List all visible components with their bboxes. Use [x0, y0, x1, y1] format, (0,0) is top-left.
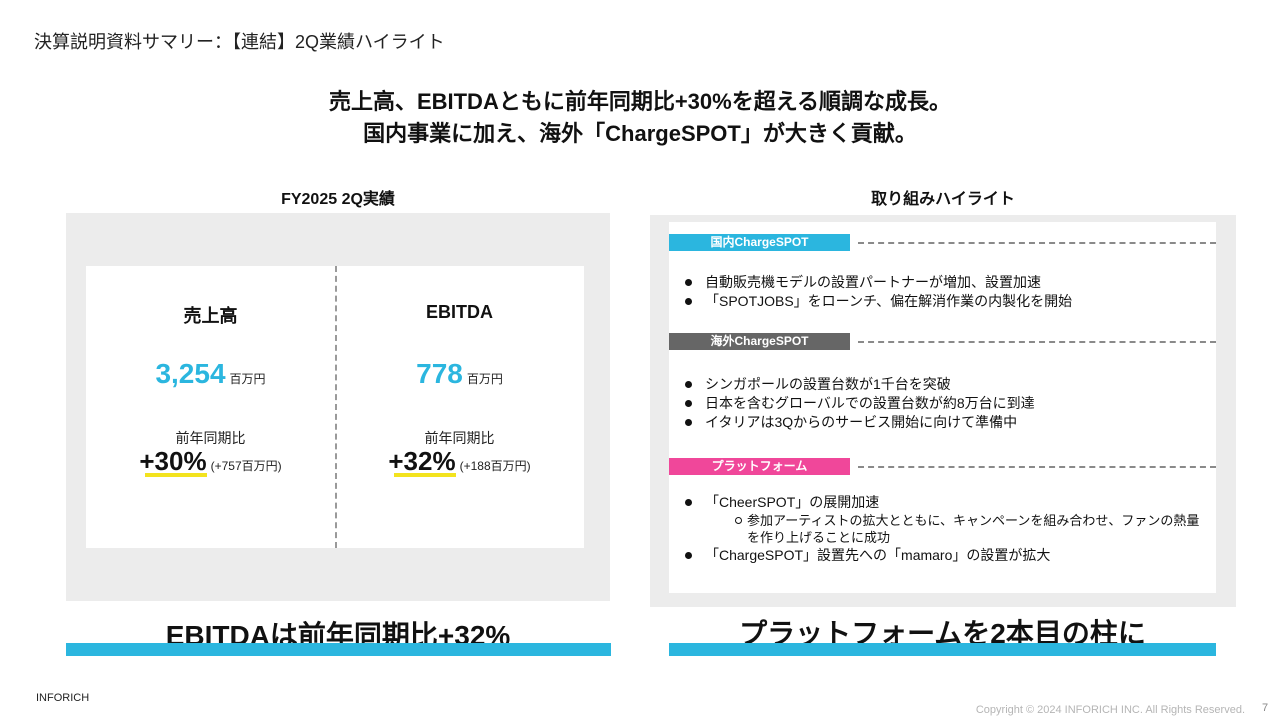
metric-value: 3,254	[155, 358, 226, 389]
metric-unit: 百万円	[466, 372, 503, 386]
metric-unit: 百万円	[229, 372, 266, 386]
page-number: 7	[1262, 702, 1269, 714]
sub-list-item: 参加アーティストの拡大とともに、キャンペーンを組み合わせ、ファンの熱量を作り上げ…	[683, 512, 1207, 546]
section-divider	[858, 242, 1216, 244]
yoy-diff: (+757百万円)	[210, 459, 282, 473]
domestic-bullets: 自動販売機モデルの設置パートナーが増加、設置加速 「SPOTJOBS」をローンチ…	[683, 273, 1213, 311]
list-item: シンガポールの設置台数が1千台を突破	[683, 375, 1213, 394]
headline: 売上高、EBITDAともに前年同期比+30%を超える順調な成長。 国内事業に加え…	[0, 86, 1280, 150]
section-divider	[858, 466, 1216, 468]
highlights-heading: 取り組みハイライト	[871, 191, 1015, 208]
metric-label: 売上高	[183, 306, 238, 326]
metric-value: 778	[416, 358, 463, 389]
list-item: 日本を含むグローバルでの設置台数が約8万台に到達	[683, 394, 1213, 413]
yoy-label: 前年同期比	[424, 430, 495, 446]
yoy-value: +30%	[139, 446, 207, 477]
metric-label: EBITDA	[426, 302, 493, 322]
slide-title: 決算説明資料サマリー：【連結】2Q業績ハイライト	[34, 32, 445, 52]
list-item: 「SPOTJOBS」をローンチ、偏在解消作業の内製化を開始	[683, 292, 1213, 311]
copyright: Copyright © 2024 INFORICH INC. All Right…	[975, 704, 1245, 716]
results-accent-bar	[66, 643, 611, 656]
platform-bullets: 「CheerSPOT」の展開加速 参加アーティストの拡大とともに、キャンペーンを…	[683, 493, 1213, 565]
yoy-value: +32%	[388, 446, 456, 477]
headline-line-2: 国内事業に加え、海外「ChargeSPOT」が大きく貢献。	[363, 121, 917, 146]
overseas-bullets: シンガポールの設置台数が1千台を突破 日本を含むグローバルでの設置台数が約8万台…	[683, 375, 1213, 432]
list-item: イタリアは3Qからのサービス開始に向けて準備中	[683, 413, 1213, 432]
tag-domestic-chargespot: 国内ChargeSPOT	[669, 234, 850, 251]
tag-overseas-chargespot: 海外ChargeSPOT	[669, 333, 850, 350]
company-logo: INFORICH	[36, 692, 90, 704]
metric-revenue: 売上高 3,254 百万円 前年同期比 +30% (+757百万円)	[86, 266, 335, 548]
metric-ebitda: EBITDA 778 百万円 前年同期比 +32% (+188百万円)	[335, 266, 584, 548]
highlights-card	[669, 222, 1216, 593]
headline-line-1: 売上高、EBITDAともに前年同期比+30%を超える順調な成長。	[328, 89, 952, 114]
list-item: 「CheerSPOT」の展開加速	[683, 493, 1213, 512]
section-divider	[858, 341, 1216, 343]
tag-platform: プラットフォーム	[669, 458, 850, 475]
yoy-diff: (+188百万円)	[459, 459, 531, 473]
list-item: 自動販売機モデルの設置パートナーが増加、設置加速	[683, 273, 1213, 292]
list-item: 「ChargeSPOT」設置先への「mamaro」の設置が拡大	[683, 546, 1213, 565]
metric-divider	[335, 266, 337, 548]
highlights-accent-bar	[669, 643, 1216, 656]
yoy-label: 前年同期比	[175, 430, 246, 446]
results-heading: FY2025 2Q実績	[281, 191, 395, 208]
